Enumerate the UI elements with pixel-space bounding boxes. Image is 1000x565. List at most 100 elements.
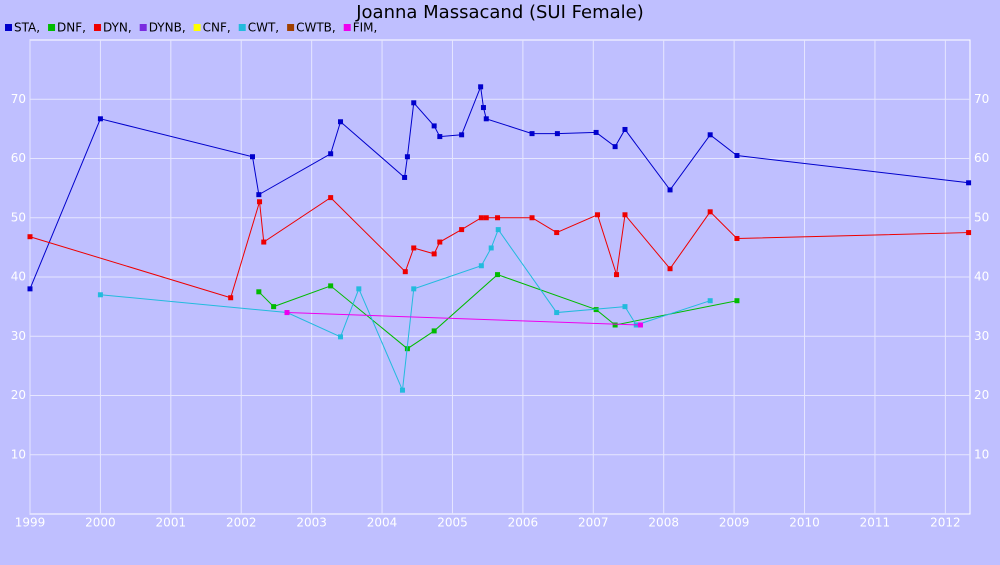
x-tick-label: 2002 [226, 516, 257, 530]
data-point [338, 119, 344, 125]
data-point [459, 132, 465, 138]
data-point [356, 286, 362, 292]
data-point [402, 174, 408, 180]
data-point [404, 154, 410, 160]
y-tick-label-right: 50 [974, 210, 989, 224]
legend-swatch [93, 24, 101, 31]
legend-label: CNF, [203, 21, 231, 35]
data-point [529, 215, 535, 221]
data-point [261, 239, 267, 245]
legend-label: STA, [14, 21, 40, 35]
data-point [966, 180, 972, 186]
data-point [431, 328, 437, 334]
data-point [437, 134, 443, 140]
data-point [411, 286, 417, 292]
data-point [27, 234, 33, 240]
y-tick-label-right: 60 [974, 151, 989, 165]
legend-swatch [238, 24, 246, 31]
data-point [554, 230, 560, 236]
legend-label: CWTB, [296, 21, 336, 35]
data-point [966, 230, 972, 236]
data-point [257, 199, 263, 205]
legend-swatch [139, 24, 147, 31]
data-point [228, 295, 234, 301]
data-point [595, 212, 601, 218]
data-point [667, 187, 673, 193]
data-point [483, 215, 489, 221]
data-point [411, 245, 417, 251]
data-point [734, 153, 740, 159]
y-tick-label: 30 [11, 329, 26, 343]
y-tick-label: 50 [11, 210, 26, 224]
data-point [612, 144, 618, 150]
x-tick-label: 2003 [296, 516, 327, 530]
data-point [328, 195, 334, 201]
legend-swatch [343, 24, 351, 31]
data-point [593, 129, 599, 135]
data-point [250, 154, 256, 160]
data-point [483, 116, 489, 122]
y-tick-label: 20 [11, 388, 26, 402]
data-point [554, 310, 560, 316]
y-tick-label: 70 [11, 92, 26, 106]
data-point [707, 132, 713, 138]
data-point [495, 272, 501, 278]
data-point [478, 215, 484, 221]
data-point [734, 235, 740, 241]
data-point [478, 84, 484, 90]
data-point [97, 116, 103, 122]
data-point [622, 126, 628, 132]
y-tick-label-right: 70 [974, 92, 989, 106]
data-point [554, 131, 560, 137]
data-point [256, 289, 262, 295]
y-tick-label-right: 20 [974, 388, 989, 402]
data-point [612, 322, 618, 328]
y-tick-label-right: 30 [974, 329, 989, 343]
x-tick-label: 2010 [789, 516, 820, 530]
data-point [328, 283, 334, 289]
data-point [284, 310, 290, 316]
x-tick-label: 2001 [156, 516, 187, 530]
legend-label: FIM, [353, 21, 378, 35]
x-tick-label: 2008 [648, 516, 679, 530]
legend-label: DYN, [103, 21, 132, 35]
data-point [399, 387, 405, 393]
data-point [431, 251, 437, 257]
y-tick-label: 60 [11, 151, 26, 165]
x-tick-label: 2009 [719, 516, 750, 530]
x-tick-label: 2011 [860, 516, 891, 530]
data-point [478, 263, 484, 269]
data-point [622, 304, 628, 310]
y-tick-label: 40 [11, 270, 26, 284]
x-tick-label: 1999 [15, 516, 46, 530]
series-line [286, 312, 641, 326]
legend-swatch [193, 24, 201, 31]
data-point [637, 322, 643, 328]
x-tick-label: 2005 [437, 516, 468, 530]
data-point [431, 123, 437, 129]
data-point [495, 227, 501, 233]
data-point [328, 151, 334, 157]
data-point [667, 266, 673, 272]
data-point [27, 286, 33, 292]
data-point [411, 100, 417, 106]
chart-title: Joanna Massacand (SUI Female) [355, 2, 644, 23]
x-tick-label: 2000 [85, 516, 116, 530]
x-tick-label: 2007 [578, 516, 609, 530]
data-point [495, 215, 501, 221]
x-tick-label: 2006 [508, 516, 539, 530]
data-point [622, 212, 628, 218]
y-tick-label: 10 [11, 447, 26, 461]
x-tick-label: 2012 [930, 516, 961, 530]
data-point [529, 131, 535, 137]
series-line [29, 84, 969, 290]
data-point [614, 272, 620, 278]
data-point [256, 192, 262, 198]
data-point [459, 227, 465, 233]
legend-swatch [287, 24, 295, 31]
legend-label: DNF, [57, 21, 86, 35]
data-point [480, 105, 486, 111]
data-point [488, 245, 494, 251]
